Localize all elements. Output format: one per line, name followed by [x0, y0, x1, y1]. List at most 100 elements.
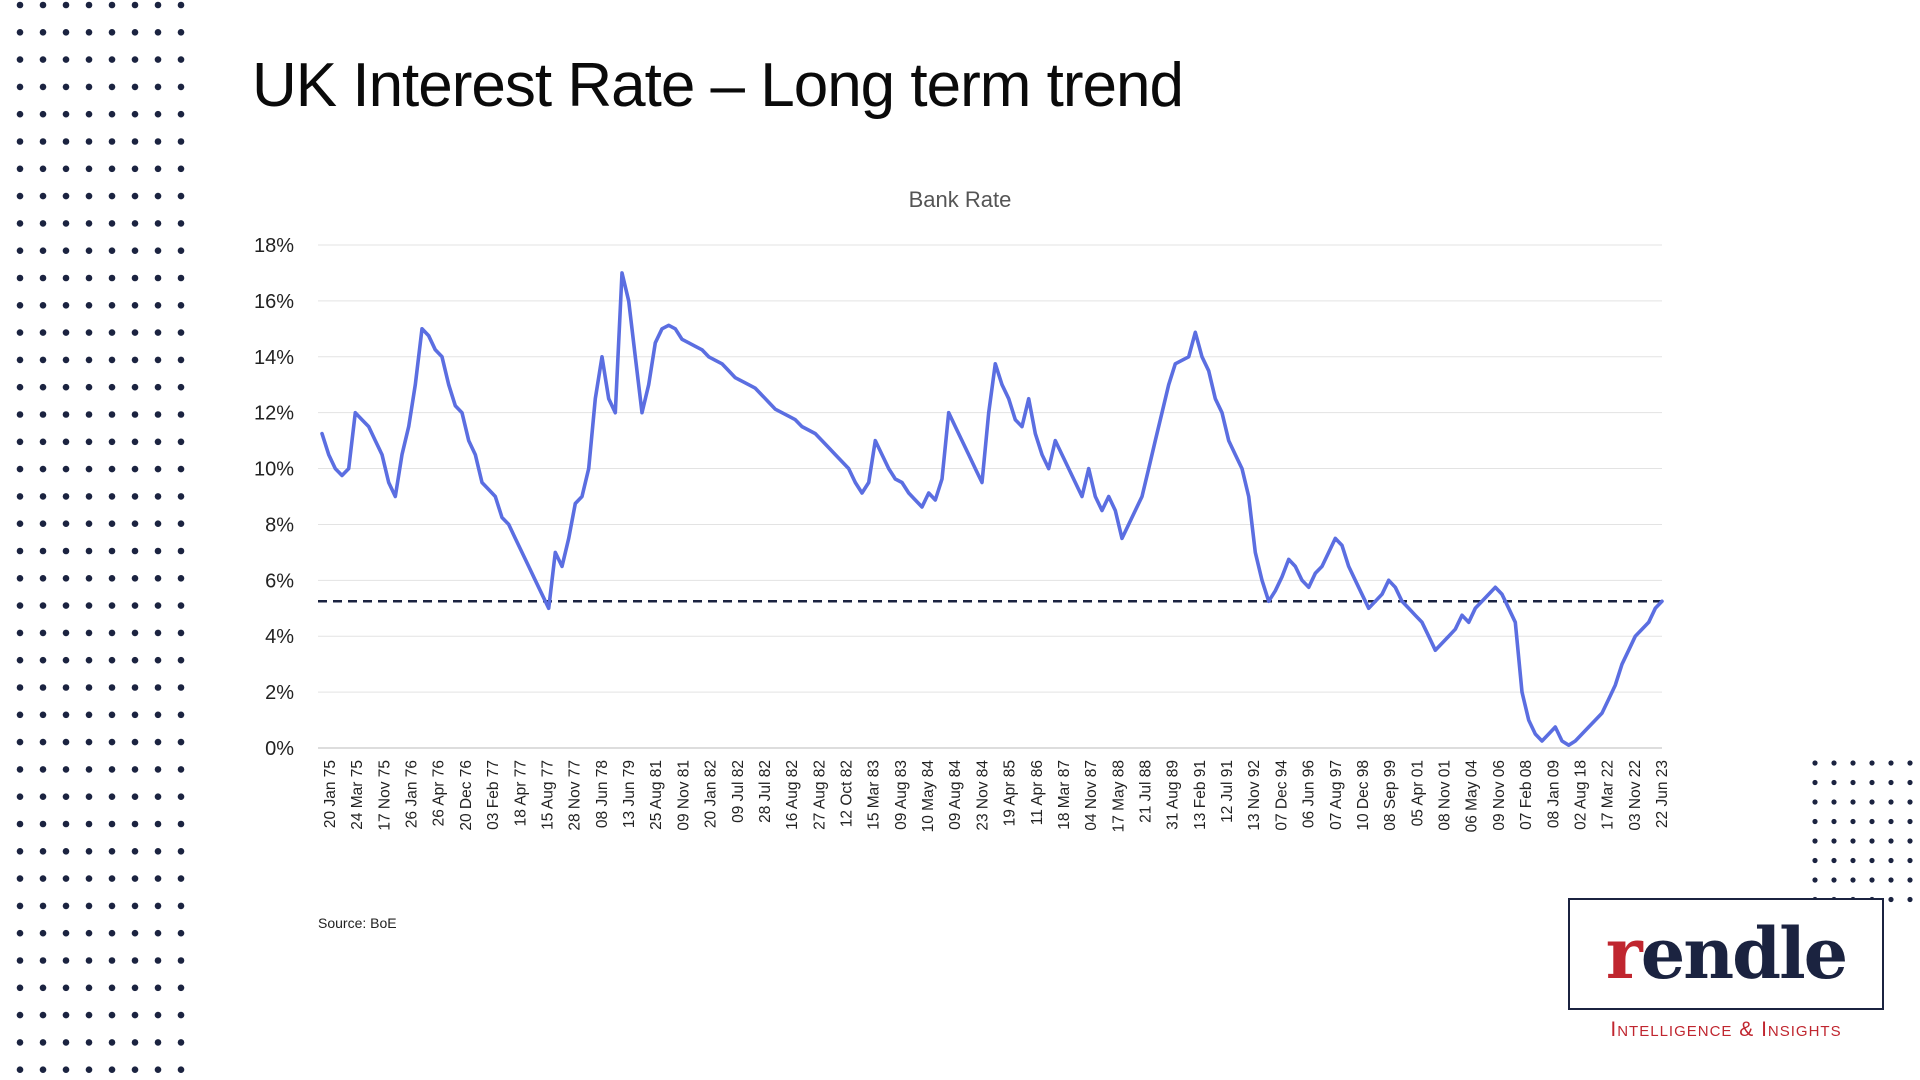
- x-tick-label: 13 Nov 92: [1246, 760, 1263, 831]
- dot: [39, 1011, 47, 1019]
- dot: [177, 192, 185, 200]
- dot: [16, 356, 24, 364]
- x-tick-label: 15 Mar 83: [866, 760, 883, 830]
- dot: [1869, 838, 1875, 844]
- dot: [108, 220, 116, 227]
- dot: [154, 138, 162, 145]
- dot: [154, 984, 162, 992]
- dot: [39, 902, 47, 910]
- dot: [39, 711, 47, 719]
- dot: [62, 820, 70, 828]
- dot: [131, 547, 139, 555]
- y-tick-label: 16%: [254, 291, 294, 313]
- dot: [131, 929, 139, 937]
- dot: [85, 1011, 93, 1019]
- dot: [108, 738, 116, 746]
- dot: [1850, 760, 1856, 766]
- dot: [39, 493, 47, 500]
- dot: [85, 820, 93, 828]
- x-tick-label: 08 Jun 78: [594, 760, 611, 828]
- dot: [154, 493, 162, 500]
- dot: [108, 83, 116, 91]
- dot: [177, 165, 185, 173]
- dot: [16, 110, 24, 118]
- dot: [16, 1039, 24, 1046]
- dot: [85, 110, 93, 118]
- dot: [154, 438, 162, 446]
- x-tick-label: 22 Jun 23: [1654, 760, 1671, 828]
- x-tick-label: 21 Jul 88: [1138, 760, 1155, 823]
- dot: [177, 493, 185, 500]
- dot: [1888, 877, 1894, 883]
- dot: [62, 602, 70, 609]
- dot: [16, 383, 24, 391]
- dot: [39, 383, 47, 391]
- x-tick-label: 27 Aug 82: [811, 760, 828, 830]
- y-tick-label: 6%: [265, 570, 294, 592]
- dot: [16, 138, 24, 145]
- dot: [108, 820, 116, 828]
- dot: [1812, 799, 1818, 805]
- dot: [1850, 799, 1856, 805]
- dot: [131, 848, 139, 855]
- dot: [108, 656, 116, 664]
- dot: [16, 984, 24, 992]
- dot: [16, 929, 24, 937]
- dot: [62, 793, 70, 800]
- dot: [16, 820, 24, 828]
- dot: [85, 547, 93, 555]
- dot: [154, 110, 162, 118]
- dot: [16, 684, 24, 691]
- dot: [108, 766, 116, 773]
- dot: [1869, 877, 1875, 883]
- dot: [154, 656, 162, 664]
- dot: [16, 220, 24, 227]
- dot: [1831, 857, 1837, 864]
- dot: [154, 465, 162, 473]
- dot: [85, 83, 93, 91]
- dot: [108, 356, 116, 364]
- x-tick-label: 13 Feb 91: [1192, 760, 1209, 830]
- dot: [1831, 877, 1837, 883]
- dot: [62, 165, 70, 173]
- dot: [16, 329, 24, 336]
- dot: [62, 138, 70, 145]
- dot: [16, 192, 24, 200]
- x-tick-label: 09 Nov 81: [675, 760, 692, 831]
- dot: [131, 493, 139, 500]
- dot: [85, 575, 93, 582]
- dot: [1888, 799, 1894, 805]
- dot: [62, 656, 70, 664]
- x-tick-label: 26 Apr 76: [431, 760, 448, 826]
- dot: [177, 575, 185, 582]
- dot: [131, 711, 139, 719]
- x-tick-label: 10 Dec 98: [1355, 760, 1372, 831]
- dot: [154, 29, 162, 36]
- x-tick-label: 18 Mar 87: [1056, 760, 1073, 830]
- dot: [154, 1066, 162, 1073]
- dot: [85, 247, 93, 254]
- brand-logo: rendle: [1568, 898, 1884, 1010]
- dot: [85, 875, 93, 882]
- dot: [85, 1, 93, 9]
- dot: [85, 766, 93, 773]
- dot: [39, 56, 47, 63]
- dot: [108, 984, 116, 992]
- dot-pattern-left: [16, 1, 185, 1073]
- dot: [39, 1066, 47, 1073]
- dot: [154, 602, 162, 609]
- chart-title: Bank Rate: [909, 187, 1012, 212]
- dot: [108, 192, 116, 200]
- dot: [62, 684, 70, 691]
- dot: [177, 766, 185, 773]
- dot: [16, 738, 24, 746]
- x-tick-label: 23 Nov 84: [974, 760, 991, 831]
- dot: [154, 383, 162, 391]
- dot: [177, 465, 185, 473]
- dot: [16, 83, 24, 91]
- dot: [16, 957, 24, 964]
- dot: [62, 929, 70, 937]
- y-tick-label: 2%: [265, 682, 294, 704]
- dot: [85, 929, 93, 937]
- dot: [16, 766, 24, 773]
